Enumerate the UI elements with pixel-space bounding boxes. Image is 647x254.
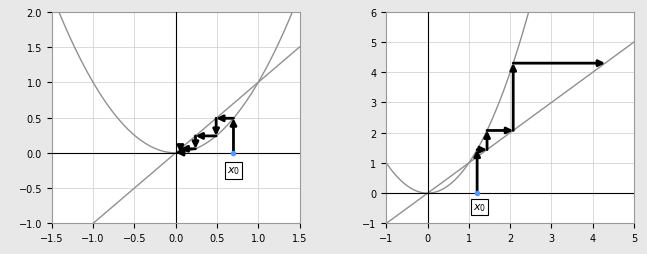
Text: $x_0$: $x_0$ [473,201,487,213]
Text: $x_0$: $x_0$ [227,165,240,177]
